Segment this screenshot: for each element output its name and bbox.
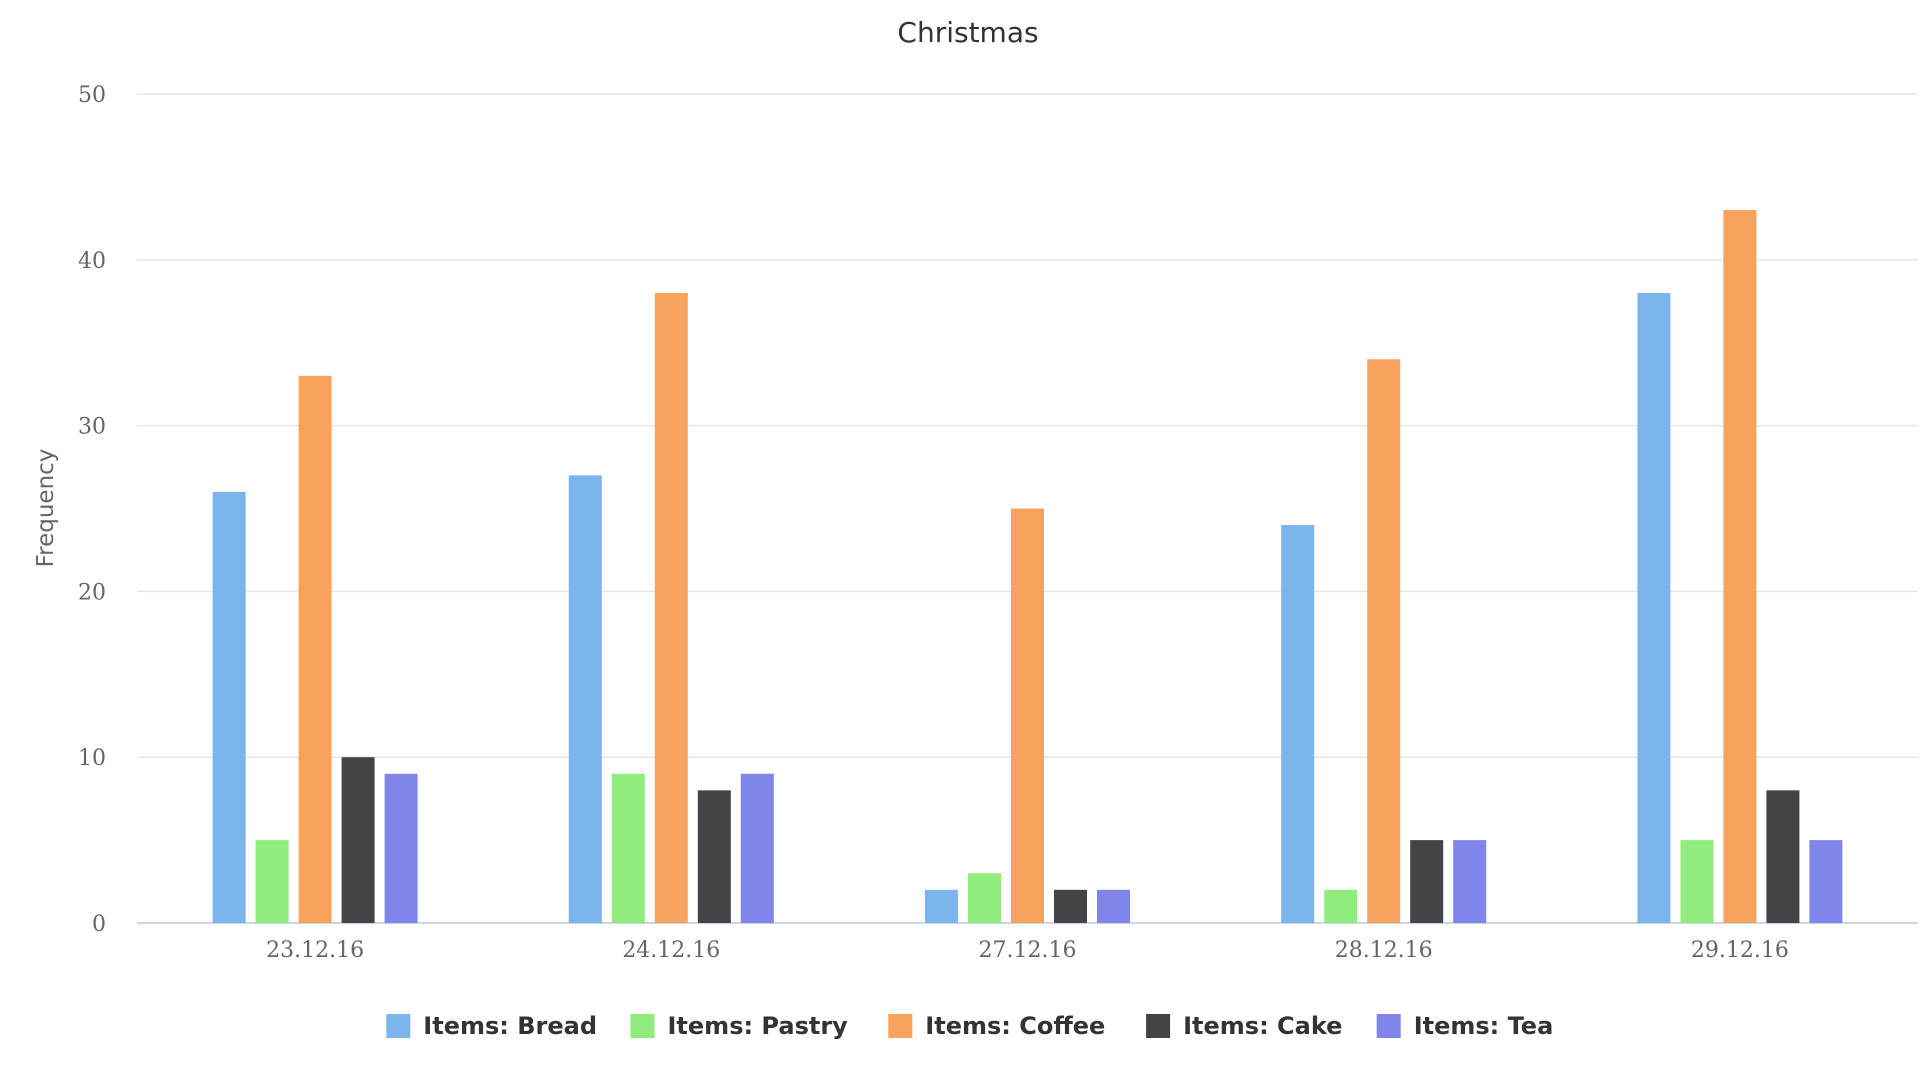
- legend-swatch: [1376, 1014, 1401, 1038]
- legend-item-items-tea[interactable]: Items: Tea: [1376, 1012, 1554, 1040]
- legend-label: Items: Tea: [1414, 1012, 1554, 1040]
- bar-items-cake-24.12.16[interactable]: [697, 790, 731, 923]
- y-tick-label: 20: [78, 580, 106, 605]
- legend-swatch: [1146, 1014, 1171, 1038]
- bar-items-cake-29.12.16[interactable]: [1766, 790, 1800, 923]
- legend-item-items-pastry[interactable]: Items: Pastry: [630, 1012, 849, 1040]
- x-tick-label: 29.12.16: [1691, 938, 1789, 963]
- x-tick-label: 28.12.16: [1335, 938, 1433, 963]
- bar-items-bread-28.12.16[interactable]: [1281, 525, 1315, 923]
- legend-swatch: [630, 1014, 655, 1038]
- bar-items-coffee-29.12.16[interactable]: [1723, 210, 1757, 923]
- bar-items-cake-23.12.16[interactable]: [341, 757, 375, 923]
- bar-items-bread-27.12.16[interactable]: [925, 889, 958, 923]
- legend-swatch: [386, 1014, 411, 1038]
- x-tick-label: 23.12.16: [266, 938, 364, 963]
- bar-items-tea-29.12.16[interactable]: [1809, 840, 1843, 923]
- y-tick-label: 10: [78, 746, 106, 771]
- legend-item-items-cake[interactable]: Items: Cake: [1146, 1012, 1342, 1040]
- legend-swatch: [888, 1014, 913, 1038]
- bar-items-bread-29.12.16[interactable]: [1637, 292, 1671, 924]
- legend-label: Items: Pastry: [668, 1012, 849, 1040]
- y-axis-ticks: 0 10 20 30 40 50: [78, 83, 106, 937]
- y-tick-label: 50: [78, 83, 106, 108]
- chart-title: Christmas: [897, 16, 1038, 49]
- legend-item-items-bread[interactable]: Items: Bread: [386, 1012, 597, 1040]
- y-tick-label: 0: [92, 912, 106, 937]
- bar-items-tea-23.12.16[interactable]: [384, 773, 418, 923]
- bar-items-tea-28.12.16[interactable]: [1453, 840, 1487, 923]
- bar-items-pastry-24.12.16[interactable]: [611, 773, 645, 923]
- bars: [212, 210, 1843, 924]
- bar-items-pastry-28.12.16[interactable]: [1324, 889, 1358, 923]
- bar-items-coffee-27.12.16[interactable]: [1011, 508, 1044, 924]
- legend-item-items-coffee[interactable]: Items: Coffee: [888, 1012, 1105, 1040]
- x-tick-label: 27.12.16: [979, 938, 1077, 963]
- x-axis-ticks: 23.12.16 24.12.16 27.12.16 28.12.16 29.12.16: [266, 938, 1789, 963]
- bar-items-coffee-24.12.16[interactable]: [654, 292, 688, 924]
- legend-label: Items: Coffee: [925, 1012, 1105, 1040]
- bar-items-pastry-29.12.16[interactable]: [1680, 840, 1714, 923]
- bar-items-pastry-23.12.16[interactable]: [255, 840, 289, 923]
- bar-items-tea-27.12.16[interactable]: [1097, 889, 1130, 923]
- bar-items-coffee-28.12.16[interactable]: [1367, 359, 1401, 923]
- y-tick-label: 30: [78, 415, 106, 440]
- legend-label: Items: Bread: [423, 1012, 597, 1040]
- bar-items-bread-23.12.16[interactable]: [212, 491, 246, 923]
- x-tick-label: 24.12.16: [622, 938, 720, 963]
- legend: Items: Bread Items: Pastry Items: Coffee It…: [386, 1012, 1553, 1040]
- bar-items-tea-24.12.16[interactable]: [740, 773, 774, 923]
- y-axis-title: Frequency: [33, 449, 59, 568]
- bar-items-bread-24.12.16[interactable]: [568, 475, 602, 923]
- y-tick-label: 40: [78, 249, 106, 274]
- legend-label: Items: Cake: [1183, 1012, 1342, 1040]
- bar-items-cake-27.12.16[interactable]: [1054, 889, 1087, 923]
- bar-items-cake-28.12.16[interactable]: [1410, 840, 1444, 923]
- bar-items-coffee-23.12.16[interactable]: [298, 375, 332, 923]
- bar-items-pastry-27.12.16[interactable]: [968, 873, 1001, 923]
